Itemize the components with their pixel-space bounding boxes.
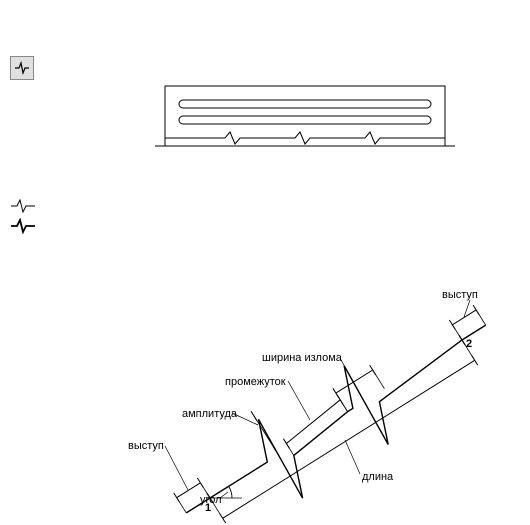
label-promezhutok: промежуток: [225, 376, 286, 388]
breakline-tool-button[interactable]: [10, 56, 34, 80]
label-dlina: длина: [362, 471, 393, 483]
diagram-canvas: [0, 0, 530, 525]
endpoint-2: 2: [466, 338, 472, 350]
endpoint-1: 1: [205, 502, 211, 514]
breakline-icon: [13, 59, 31, 77]
breakline-style-thick[interactable]: [10, 218, 36, 239]
label-amplituda: амплитуда: [182, 408, 237, 420]
breakline-style-thin[interactable]: [10, 198, 36, 219]
label-shirina-izloma: ширина излома: [262, 352, 342, 364]
label-vystup-right: выступ: [442, 289, 478, 301]
top-plate-figure: [155, 86, 455, 146]
label-vystup-left: выступ: [128, 440, 164, 452]
